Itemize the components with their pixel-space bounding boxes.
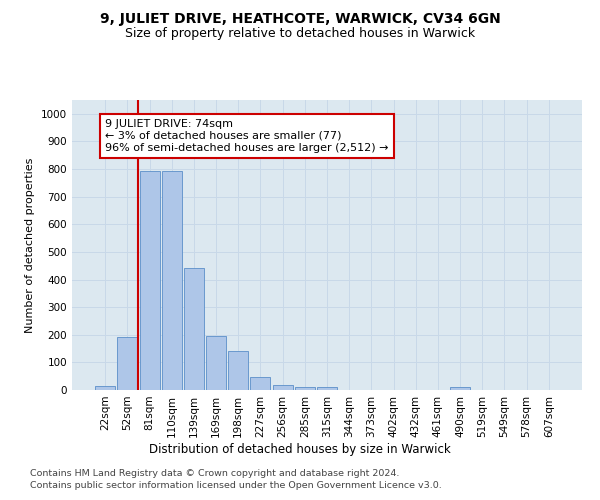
Bar bbox=[295, 387, 315, 390]
Bar bbox=[95, 386, 115, 390]
Y-axis label: Number of detached properties: Number of detached properties bbox=[25, 158, 35, 332]
Text: Distribution of detached houses by size in Warwick: Distribution of detached houses by size … bbox=[149, 442, 451, 456]
Bar bbox=[250, 376, 271, 390]
Text: 9 JULIET DRIVE: 74sqm
← 3% of detached houses are smaller (77)
96% of semi-detac: 9 JULIET DRIVE: 74sqm ← 3% of detached h… bbox=[105, 120, 389, 152]
Text: Contains HM Land Registry data © Crown copyright and database right 2024.: Contains HM Land Registry data © Crown c… bbox=[30, 468, 400, 477]
Bar bbox=[140, 171, 160, 390]
Bar bbox=[162, 171, 182, 390]
Text: Contains public sector information licensed under the Open Government Licence v3: Contains public sector information licen… bbox=[30, 481, 442, 490]
Text: Size of property relative to detached houses in Warwick: Size of property relative to detached ho… bbox=[125, 28, 475, 40]
Bar bbox=[228, 352, 248, 390]
Bar bbox=[450, 387, 470, 390]
Bar bbox=[184, 268, 204, 390]
Bar bbox=[118, 336, 137, 390]
Bar bbox=[272, 385, 293, 390]
Bar bbox=[206, 336, 226, 390]
Bar bbox=[317, 387, 337, 390]
Text: 9, JULIET DRIVE, HEATHCOTE, WARWICK, CV34 6GN: 9, JULIET DRIVE, HEATHCOTE, WARWICK, CV3… bbox=[100, 12, 500, 26]
